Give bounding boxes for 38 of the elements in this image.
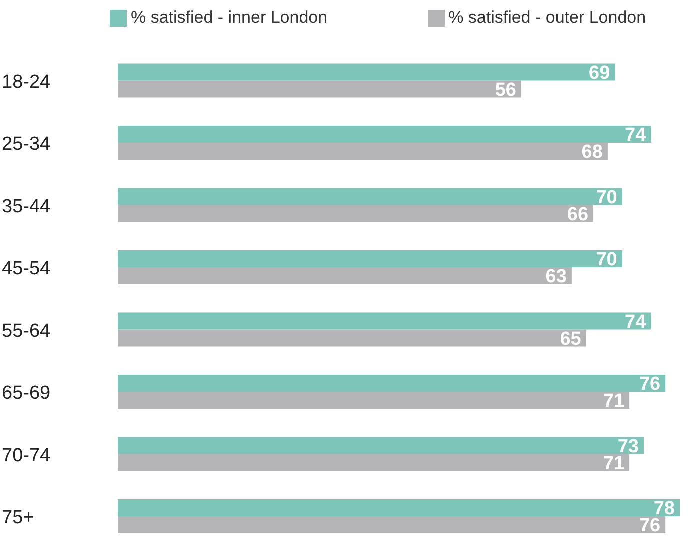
data-label: 65 (560, 328, 582, 350)
bar (118, 80, 522, 98)
y-tick-label: 65-69 (2, 383, 51, 404)
y-tick-label: 75+ (2, 508, 34, 529)
data-label: 56 (495, 80, 516, 101)
bar (118, 126, 652, 143)
bar (118, 142, 608, 160)
bar (118, 499, 680, 516)
data-label: 70 (596, 250, 618, 271)
data-label: 71 (603, 391, 625, 412)
data-label: 74 (625, 312, 647, 333)
data-label: 76 (639, 374, 661, 396)
y-tick-label: 70-74 (2, 445, 52, 466)
data-label: 68 (582, 142, 603, 164)
data-label: 63 (546, 266, 567, 288)
y-tick-label: 18-24 (2, 72, 52, 93)
bar (118, 516, 666, 534)
bar (118, 437, 644, 454)
bar (118, 188, 622, 206)
y-tick-label: 55-64 (2, 320, 52, 342)
data-label: 69 (589, 62, 610, 84)
y-tick-label: 25-34 (2, 134, 52, 156)
bar (118, 250, 622, 268)
bar (118, 454, 630, 472)
data-label: 70 (596, 187, 618, 208)
bar (118, 267, 572, 284)
y-tick-label: 45-54 (2, 258, 52, 280)
legend-label: % satisfied - inner London (131, 8, 328, 27)
bar (118, 330, 586, 347)
data-label: 66 (567, 204, 589, 226)
bar (118, 374, 666, 392)
bar (118, 312, 652, 330)
y-tick-label: 35-44 (2, 196, 52, 218)
bar (118, 392, 630, 409)
data-label: 74 (625, 125, 647, 146)
bar (118, 205, 594, 222)
bar (118, 64, 616, 81)
legend-label: % satisfied - outer London (448, 8, 646, 27)
